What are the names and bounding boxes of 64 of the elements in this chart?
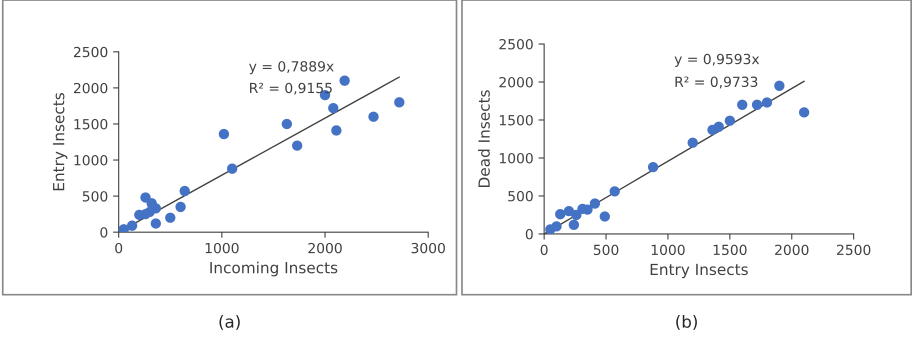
point: [688, 138, 698, 148]
x-tick-label: 2000: [775, 244, 809, 256]
point: [648, 162, 658, 172]
point: [571, 210, 582, 220]
y-tick-label: 500: [508, 190, 533, 202]
x-tick-label: 500: [594, 244, 618, 256]
point: [368, 112, 379, 122]
x-tick-label: 0: [540, 244, 548, 256]
x-tick-label: 1000: [652, 244, 685, 256]
point: [227, 164, 238, 174]
x-tick-label: 2000: [308, 242, 342, 254]
annotation: R² = 0,9733: [676, 76, 758, 88]
y-tick-label: 2000: [74, 82, 108, 94]
x-tick-label: 2500: [837, 244, 870, 256]
y-axis-title: Entry Insects: [53, 93, 68, 190]
point: [610, 186, 620, 197]
y-tick-label: 500: [82, 191, 108, 202]
point: [218, 128, 230, 140]
point: [774, 80, 785, 91]
y-tick-label: 2500: [74, 46, 108, 58]
x-axis-title: Incoming Insects: [210, 262, 338, 276]
x-tick-label: 3000: [412, 242, 445, 254]
text: (b): [676, 314, 697, 330]
y-tick-label: 2500: [499, 38, 533, 50]
text: (a): [219, 315, 240, 330]
point: [328, 102, 338, 114]
y-axis-title: Dead Insects: [478, 90, 490, 187]
point: [339, 76, 350, 86]
point: [798, 107, 810, 118]
point: [724, 116, 736, 126]
point: [600, 211, 610, 222]
point: [140, 192, 151, 203]
annotation: y = 0,7889x: [249, 61, 334, 74]
y-tick-label: 0: [100, 227, 108, 238]
point: [737, 100, 748, 110]
x-tick-label: 1500: [714, 244, 747, 256]
point: [394, 97, 404, 108]
point: [752, 100, 762, 110]
y-tick-label: 1000: [500, 152, 533, 164]
point: [165, 212, 176, 223]
point: [331, 125, 342, 136]
y-tick-label: 0: [526, 228, 533, 240]
point: [150, 218, 161, 229]
y-tick-label: 1500: [74, 118, 108, 130]
point: [175, 202, 186, 212]
y-tick-label: 1500: [500, 114, 533, 126]
annotation: y = 0,9593x: [674, 54, 760, 67]
x-axis-title: Entry Insects: [650, 264, 748, 278]
point: [762, 97, 772, 108]
point: [282, 118, 292, 130]
point: [292, 140, 302, 151]
point: [590, 198, 600, 209]
point: [568, 220, 580, 230]
point: [118, 224, 129, 232]
x-tick-label: 0: [115, 242, 122, 254]
point: [180, 186, 190, 196]
point: [126, 220, 138, 231]
annotation: R² = 0,9155: [250, 82, 332, 95]
point: [555, 209, 566, 220]
x-tick-label: 1000: [206, 242, 239, 254]
y-tick-label: 1000: [74, 155, 108, 166]
y-tick-label: 2000: [499, 76, 533, 88]
point: [545, 224, 556, 234]
point: [714, 122, 724, 132]
